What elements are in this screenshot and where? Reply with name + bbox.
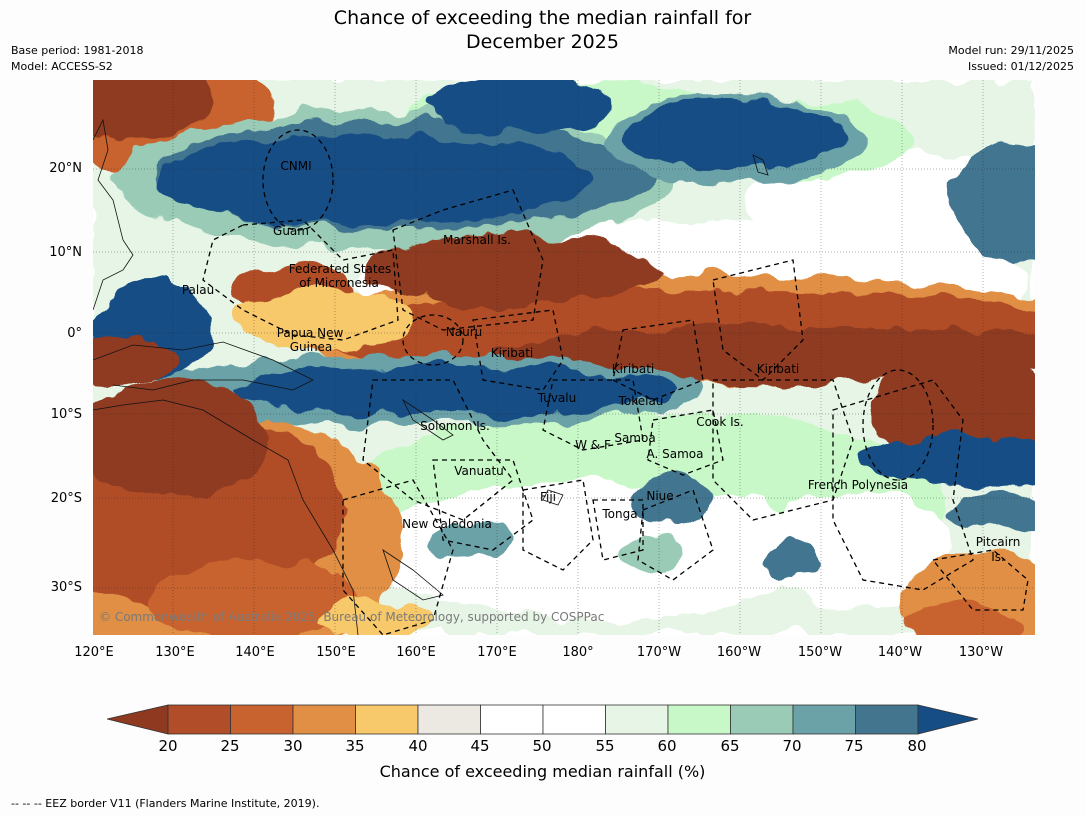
label-tuvalu: Tuvalu <box>537 391 577 405</box>
colorbar-segment <box>480 704 544 735</box>
lon-label-180: 180° <box>562 645 594 660</box>
colorbar-tick: 50 <box>532 737 552 755</box>
label-palau: Palau <box>181 283 215 297</box>
lon-label-130e: 130°E <box>155 645 195 660</box>
map-title-line1: Chance of exceeding the median rainfall … <box>333 7 752 29</box>
colorbar-tick: 25 <box>220 737 240 755</box>
model-name: Model: ACCESS-S2 <box>11 60 113 73</box>
label-new-caledonia: New Caledonia <box>402 517 492 531</box>
label-kiribati-central: Kiribati <box>611 362 655 376</box>
eez-borders <box>202 129 1029 635</box>
copyright-notice: © Commonwealth of Australia 2025, Bureau… <box>99 610 605 624</box>
colorbar-segment <box>542 704 606 735</box>
lat-label-20n: 20°N <box>49 161 82 176</box>
label-fsm-line1: Federated States <box>288 262 392 276</box>
label-fsm-line2: of Micronesia <box>299 276 379 290</box>
label-png-line2: Guinea <box>289 340 333 354</box>
label-samoa: Samoa <box>614 431 656 445</box>
colorbar-tick: 35 <box>345 737 365 755</box>
lat-label-10n: 10°N <box>49 245 82 260</box>
base-period: Base period: 1981-2018 <box>11 44 144 57</box>
colorbar-tick: 30 <box>283 737 303 755</box>
label-tokelau: Tokelau <box>618 394 664 408</box>
map-title-line2: December 2025 <box>466 31 619 53</box>
model-run: Model run: 29/11/2025 <box>948 44 1074 57</box>
label-pitcairn-line1: Pitcairn <box>975 535 1021 549</box>
colorbar-tick: 20 <box>158 737 178 755</box>
colorbar-segment <box>167 704 231 735</box>
colorbar-title: Chance of exceeding median rainfall (%) <box>379 762 706 781</box>
label-american-samoa: A. Samoa <box>646 447 704 461</box>
lon-label-170e: 170°E <box>477 645 517 660</box>
issued-date: Issued: 01/12/2025 <box>967 60 1074 73</box>
colorbar-segment <box>230 704 294 735</box>
label-kiribati-east: Kiribati <box>756 362 800 376</box>
colorbar-extend-low <box>107 704 169 735</box>
label-vanuatu: Vanuatu <box>454 464 504 478</box>
label-fiji: Fiji <box>539 490 557 504</box>
colorbar-tick: 55 <box>595 737 615 755</box>
lon-label-140e: 140°E <box>235 645 275 660</box>
colorbar-tick: 40 <box>408 737 428 755</box>
label-nauru: Nauru <box>445 325 483 339</box>
lon-label-170w: 170°W <box>636 645 682 660</box>
rainfall-map-canvas <box>93 80 1035 635</box>
label-tonga: Tonga <box>602 507 638 521</box>
colorbar-tick: 65 <box>720 737 740 755</box>
label-niue: Niue <box>646 489 674 503</box>
lat-label-0: 0° <box>67 326 82 341</box>
colorbar-segment <box>292 704 356 735</box>
colorbar-tick: 75 <box>844 737 864 755</box>
colorbar-tick: 80 <box>907 737 927 755</box>
lon-label-140w: 140°W <box>877 645 923 660</box>
lon-label-150w: 150°W <box>797 645 843 660</box>
colorbar-segment <box>417 704 481 735</box>
lon-label-160w: 160°W <box>716 645 762 660</box>
label-wallis-futuna: W & F <box>575 438 611 452</box>
label-kiribati-west: Kiribati <box>490 346 534 360</box>
colorbar-tick: 45 <box>470 737 490 755</box>
label-french-polynesia: French Polynesia <box>807 478 909 492</box>
colorbar-tick: 60 <box>657 737 677 755</box>
colorbar-segment <box>605 704 669 735</box>
label-marshall-islands: Marshall Is. <box>443 233 511 247</box>
colorbar-segment <box>730 704 794 735</box>
coastlines <box>93 118 769 635</box>
colorbar-extend-high <box>917 704 979 735</box>
lat-label-10s: 10°S <box>50 407 82 422</box>
colorbar-segment <box>792 704 856 735</box>
label-cnmi: CNMI <box>280 159 312 173</box>
label-solomon-islands: Solomon Is. <box>420 419 490 433</box>
lon-label-130w: 130°W <box>958 645 1004 660</box>
label-png-line1: Papua New <box>276 326 344 340</box>
colorbar-segment <box>667 704 731 735</box>
colorbar-tick: 70 <box>782 737 802 755</box>
rainfall-map: CNMI Guam Marshall Is. Federated States … <box>93 80 1035 635</box>
lon-label-150e: 150°E <box>316 645 356 660</box>
lat-label-20s: 20°S <box>50 491 82 506</box>
colorbar <box>107 704 979 735</box>
lon-label-120e: 120°E <box>74 645 114 660</box>
label-pitcairn-line2: Is. <box>991 550 1005 564</box>
label-cook-islands: Cook Is. <box>696 415 744 429</box>
lat-label-30s: 30°S <box>50 580 82 595</box>
colorbar-segment <box>855 704 919 735</box>
label-guam: Guam <box>273 224 309 238</box>
colorbar-segment <box>355 704 419 735</box>
eez-footnote: -- -- -- EEZ border V11 (Flanders Marine… <box>11 797 320 810</box>
lon-label-160e: 160°E <box>396 645 436 660</box>
